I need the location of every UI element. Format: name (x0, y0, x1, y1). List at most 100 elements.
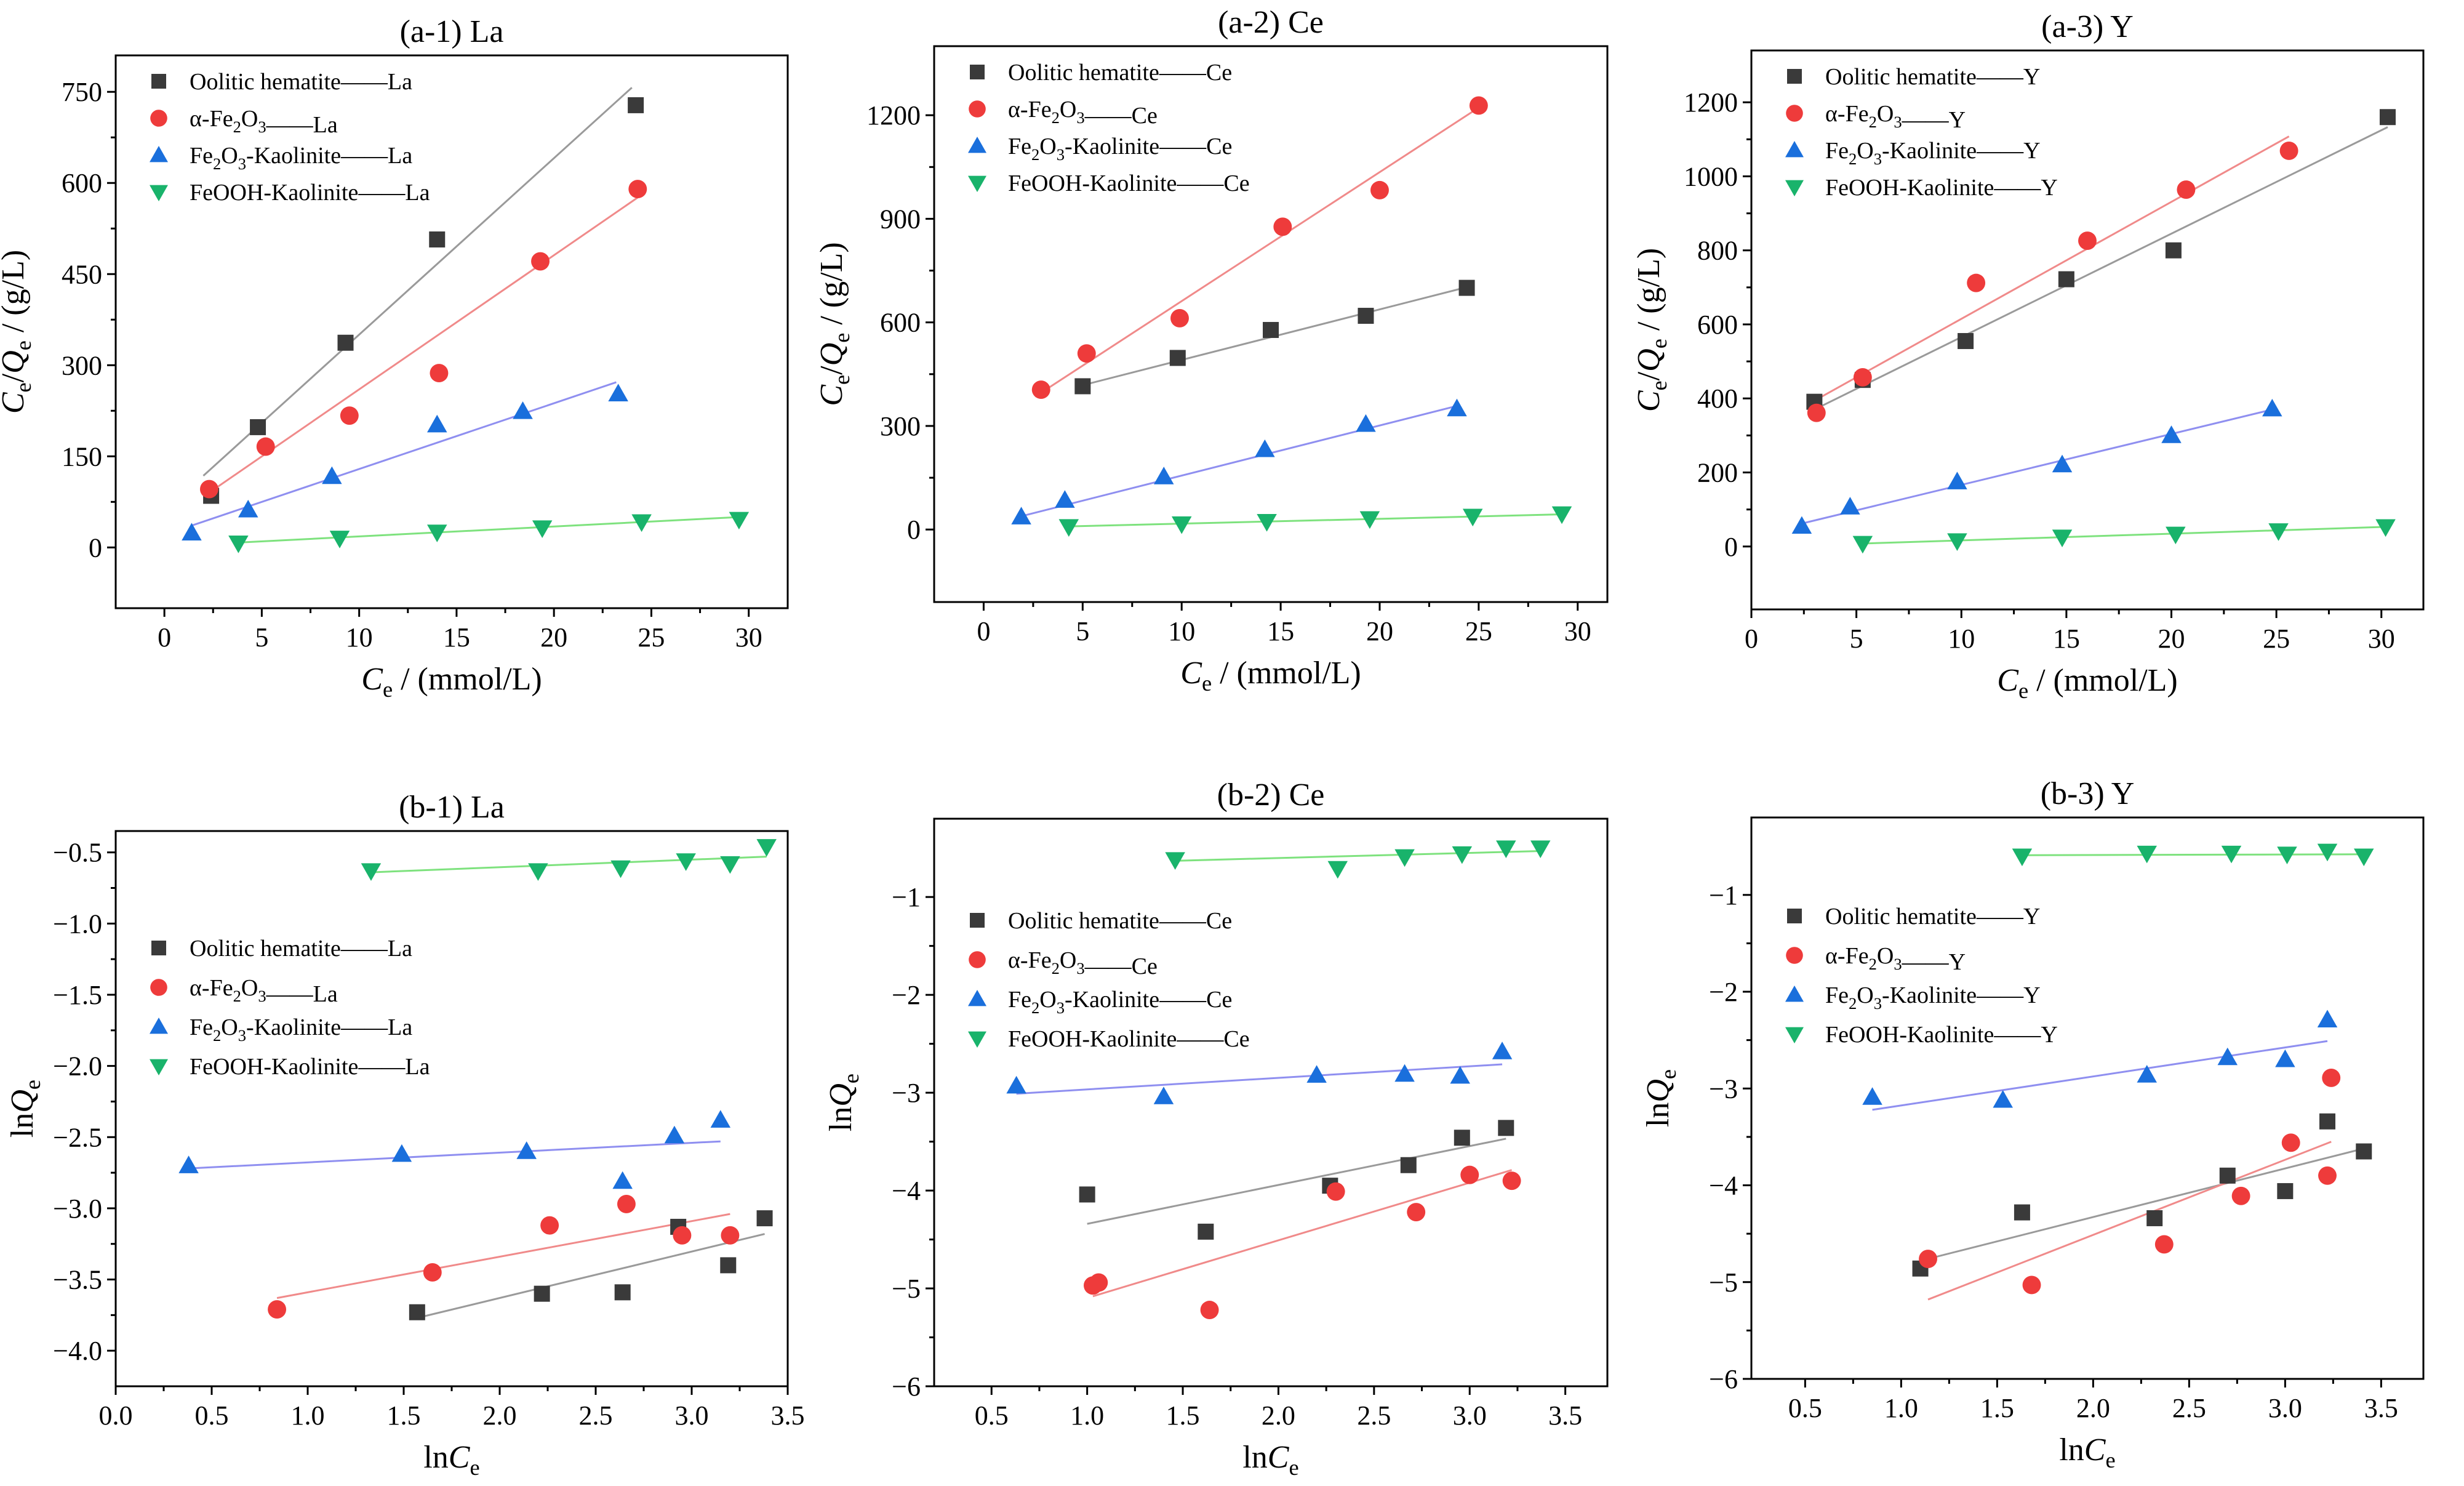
fit-line-oolitic (202, 87, 633, 476)
legend-label-fe2o3_kao: Fe2O3-Kaolinite——Y (1825, 138, 2041, 168)
data-point-fe2o3_kao (710, 1110, 731, 1128)
plot-frame (114, 830, 789, 1388)
y-tick-label: 300 (880, 411, 921, 441)
x-axis-label: lnCe (2059, 1432, 2115, 1472)
data-point-alpha (1170, 309, 1189, 327)
y-tick-label: 200 (1697, 458, 1738, 488)
x-axis-label: Ce / (mmol/L) (1997, 663, 2177, 703)
fit-line-fe2o3_kao (1016, 1063, 1503, 1095)
legend-label-feooh_kao: FeOOH-Kaolinite——Y (1825, 1022, 2058, 1048)
legend-marker-fe2o3_kao (150, 1018, 168, 1034)
fit-line-oolitic (1087, 1138, 1506, 1225)
legend-marker-fe2o3_kao (1785, 986, 1804, 1002)
data-point-feooh_kao (2012, 848, 2033, 867)
fit-line-alpha (1816, 135, 2290, 401)
data-point-oolitic (2319, 1113, 2335, 1130)
data-point-feooh_kao (2166, 526, 2186, 545)
data-point-feooh_kao (228, 536, 249, 553)
data-point-alpha (2177, 180, 2196, 199)
y-tick-label: −4 (892, 1176, 921, 1206)
chart-a3: (a-3) Y 0 5 10 15 20 25 30 0 200 400 600 800 1000 1200… (1631, 9, 2425, 703)
x-tick-label: 10 (1168, 616, 1195, 646)
x-tick-label: 2.0 (483, 1400, 517, 1431)
fit-line-alpha (1927, 1141, 2332, 1301)
x-tick-label: 30 (735, 622, 762, 653)
data-point-fe2o3_kao (1947, 472, 1967, 489)
legend-label-fe2o3_kao: Fe2O3-Kaolinite——Y (1825, 982, 2041, 1013)
legend-marker-feooh_kao (968, 1031, 986, 1048)
data-point-feooh_kao (1327, 861, 1348, 879)
y-tick-label: −3 (892, 1078, 921, 1108)
data-point-oolitic (250, 419, 266, 435)
legend-marker-oolitic (970, 65, 985, 79)
x-tick-label: 3.0 (2268, 1393, 2302, 1423)
legend-marker-oolitic (970, 913, 985, 928)
y-tick-label: 0 (1724, 532, 1738, 562)
legend-marker-alpha (1786, 947, 1803, 964)
data-point-fe2o3_kao (1840, 497, 1860, 515)
fit-line-feooh_kao (238, 516, 739, 544)
data-point-fe2o3_kao (612, 1171, 633, 1189)
data-point-alpha (617, 1195, 636, 1213)
data-point-oolitic (1458, 279, 1475, 296)
x-tick-label: 20 (1366, 616, 1393, 646)
data-point-feooh_kao (2268, 523, 2289, 541)
y-tick-label: −3.0 (53, 1194, 102, 1224)
legend-label-fe2o3_kao: Fe2O3-Kaolinite——La (190, 143, 412, 173)
y-tick-label: −5 (892, 1274, 921, 1304)
data-point-alpha (268, 1300, 287, 1319)
data-point-feooh_kao (2052, 529, 2073, 547)
chart-b1: (b-1) La 0.0 0.5 1.0 1.5 2.0 2.5 3.0 3.5 −4.0 −3.5… (5, 790, 805, 1480)
data-point-alpha (1273, 217, 1292, 236)
data-point-fe2o3_kao (1011, 507, 1031, 524)
x-tick-label: 2.5 (2172, 1393, 2206, 1423)
data-point-oolitic (2277, 1183, 2294, 1199)
chart-b3: (b-3) Y 0.5 1.0 1.5 2.0 2.5 3.0 3.5 −6 −5 −4 −3 −2 −1… (1641, 776, 2425, 1472)
data-point-oolitic (1169, 350, 1186, 366)
x-tick-label: 2.0 (2076, 1393, 2110, 1423)
x-tick-label: 1.0 (1884, 1393, 1918, 1423)
chart-b2: (b-2) Ce 0.5 1.0 1.5 2.0 2.5 3.0 3.5 −6 −5 −4 −3 −2 −… (823, 777, 1609, 1480)
data-point-alpha (2281, 1133, 2300, 1152)
y-tick-label: 750 (62, 77, 102, 107)
data-point-fe2o3_kao (1394, 1064, 1415, 1082)
data-point-fe2o3_kao (1055, 490, 1075, 508)
fit-line-oolitic (1814, 126, 2388, 411)
data-point-alpha (1370, 180, 1389, 199)
x-tick-label: 5 (255, 622, 268, 653)
y-tick-label: 600 (62, 168, 102, 198)
x-tick-label: 25 (2263, 624, 2290, 654)
x-tick-label: 0 (1745, 624, 1758, 654)
x-tick-label: 1.0 (1070, 1400, 1104, 1431)
data-point-oolitic (2014, 1204, 2030, 1221)
chart-title: (a-3) Y (2041, 9, 2134, 44)
data-point-oolitic (1358, 308, 1374, 324)
chart-title: (b-1) La (399, 790, 505, 825)
data-point-oolitic (1498, 1120, 1514, 1136)
data-point-feooh_kao (1058, 519, 1079, 537)
data-point-feooh_kao (1394, 849, 1415, 867)
y-tick-label: 0 (907, 515, 921, 545)
legend-label-oolitic: Oolitic hematite——Y (1825, 904, 2040, 930)
data-point-feooh_kao (1165, 852, 1185, 870)
y-axis-label: lnQe (823, 1074, 863, 1131)
y-tick-label: 400 (1697, 384, 1738, 414)
legend-marker-alpha (1786, 105, 1803, 122)
data-point-feooh_kao (1452, 846, 1473, 864)
y-tick-label: 1200 (1684, 87, 1738, 118)
data-point-feooh_kao (2137, 845, 2157, 864)
legend-label-feooh_kao: FeOOH-Kaolinite——Ce (1008, 171, 1250, 196)
data-point-feooh_kao (1171, 516, 1192, 534)
fit-line-oolitic (1920, 1147, 2364, 1262)
x-tick-label: 15 (443, 622, 470, 653)
legend-marker-fe2o3_kao (150, 146, 168, 163)
legend-label-fe2o3_kao: Fe2O3-Kaolinite——La (190, 1014, 412, 1045)
legend-label-alpha: α-Fe2O3——Y (1825, 101, 1966, 133)
plot-frame (933, 45, 1609, 603)
data-point-fe2o3_kao (1153, 467, 1174, 484)
data-point-oolitic (2219, 1167, 2236, 1184)
x-tick-label: 5 (1850, 624, 1863, 654)
legend-marker-feooh_kao (1785, 1027, 1804, 1043)
